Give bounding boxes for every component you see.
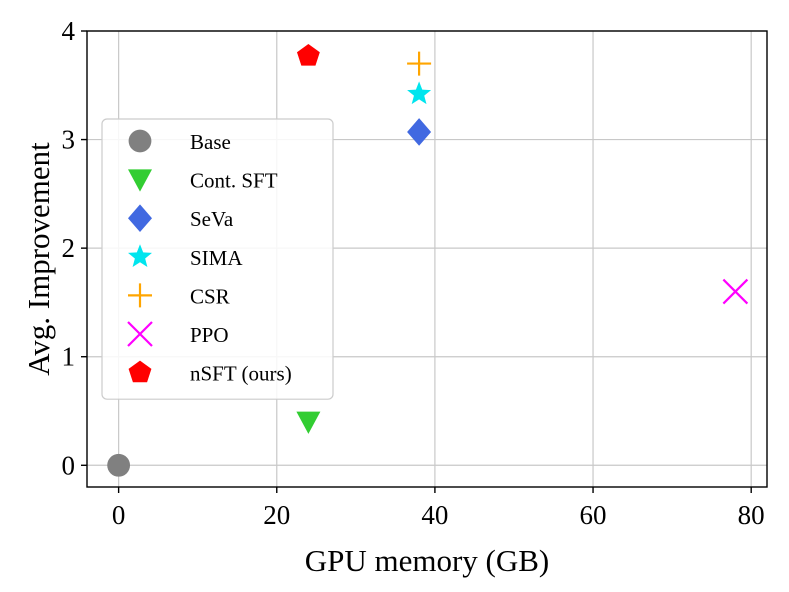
point-seva (407, 118, 432, 146)
y-tick-label: 0 (62, 450, 76, 480)
legend-label-nsft-ours: nSFT (ours) (190, 362, 292, 386)
legend-marker-seva (128, 204, 152, 232)
x-tick-label: 40 (421, 500, 448, 530)
legend-label-cont-sft: Cont. SFT (190, 169, 278, 193)
x-tick-label: 60 (580, 500, 607, 530)
legend-label-sima: SIMA (190, 246, 243, 270)
point-base (107, 453, 131, 477)
legend-marker-base (128, 129, 152, 153)
axis-ticks: 0 20 40 60 80 0 1 2 3 4 (62, 16, 765, 530)
x-tick-label: 20 (263, 500, 290, 530)
legend-label-seva: SeVa (190, 207, 234, 231)
legend-label-base: Base (190, 130, 231, 154)
legend-box (101, 118, 334, 400)
plot-frame (86, 30, 768, 488)
legend-marker-ppo (127, 321, 153, 347)
y-tick-label: 4 (62, 16, 76, 46)
legend-marker-nsft-ours (128, 360, 152, 383)
point-ppo (722, 278, 749, 305)
x-tick-label: 0 (112, 500, 126, 530)
legend-marker-cont-sft (128, 169, 152, 192)
x-axis-label: GPU memory (GB) (305, 543, 550, 578)
point-nsft-ours (296, 43, 320, 66)
legend-marker-csr (128, 283, 152, 308)
x-tick-label: 80 (738, 500, 765, 530)
y-tick-label: 1 (62, 342, 76, 372)
y-tick-label: 2 (62, 233, 76, 263)
legend: Base Cont. SFT SeVa SIMA CSR PPO nSFT (ours) (101, 118, 334, 400)
point-cont-sft (296, 411, 321, 434)
y-tick-label: 3 (62, 125, 76, 155)
point-csr (407, 51, 432, 76)
y-axis-label: Avg. Improvement (21, 142, 56, 376)
data-points (107, 43, 749, 477)
point-sima (407, 81, 432, 105)
legend-label-ppo: PPO (190, 323, 229, 347)
legend-marker-sima (128, 244, 152, 267)
legend-label-csr: CSR (190, 284, 230, 308)
